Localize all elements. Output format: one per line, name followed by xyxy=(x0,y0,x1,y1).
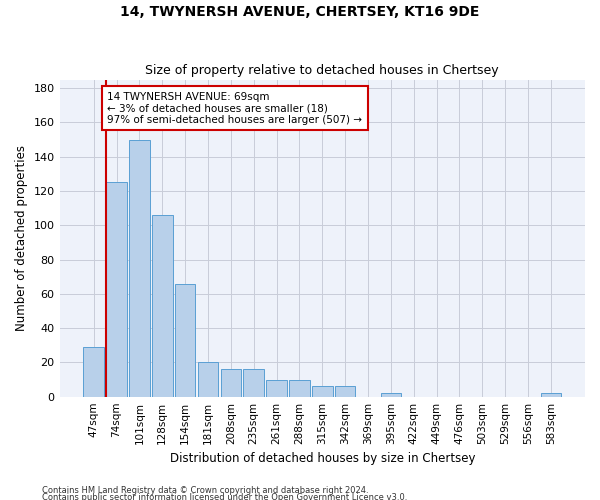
Bar xyxy=(312,386,332,396)
Bar xyxy=(83,347,104,397)
X-axis label: Distribution of detached houses by size in Chertsey: Distribution of detached houses by size … xyxy=(170,452,475,465)
Bar xyxy=(221,370,241,396)
Bar xyxy=(266,380,287,396)
Text: Contains HM Land Registry data © Crown copyright and database right 2024.: Contains HM Land Registry data © Crown c… xyxy=(42,486,368,495)
Text: Contains public sector information licensed under the Open Government Licence v3: Contains public sector information licen… xyxy=(42,494,407,500)
Bar xyxy=(380,394,401,396)
Bar xyxy=(129,140,150,396)
Text: 14 TWYNERSH AVENUE: 69sqm
← 3% of detached houses are smaller (18)
97% of semi-d: 14 TWYNERSH AVENUE: 69sqm ← 3% of detach… xyxy=(107,92,362,125)
Bar xyxy=(289,380,310,396)
Bar xyxy=(198,362,218,396)
Text: 14, TWYNERSH AVENUE, CHERTSEY, KT16 9DE: 14, TWYNERSH AVENUE, CHERTSEY, KT16 9DE xyxy=(121,5,479,19)
Bar xyxy=(244,370,264,396)
Bar xyxy=(175,284,196,397)
Title: Size of property relative to detached houses in Chertsey: Size of property relative to detached ho… xyxy=(145,64,499,77)
Bar xyxy=(541,394,561,396)
Y-axis label: Number of detached properties: Number of detached properties xyxy=(15,145,28,331)
Bar xyxy=(106,182,127,396)
Bar xyxy=(152,215,173,396)
Bar xyxy=(335,386,355,396)
